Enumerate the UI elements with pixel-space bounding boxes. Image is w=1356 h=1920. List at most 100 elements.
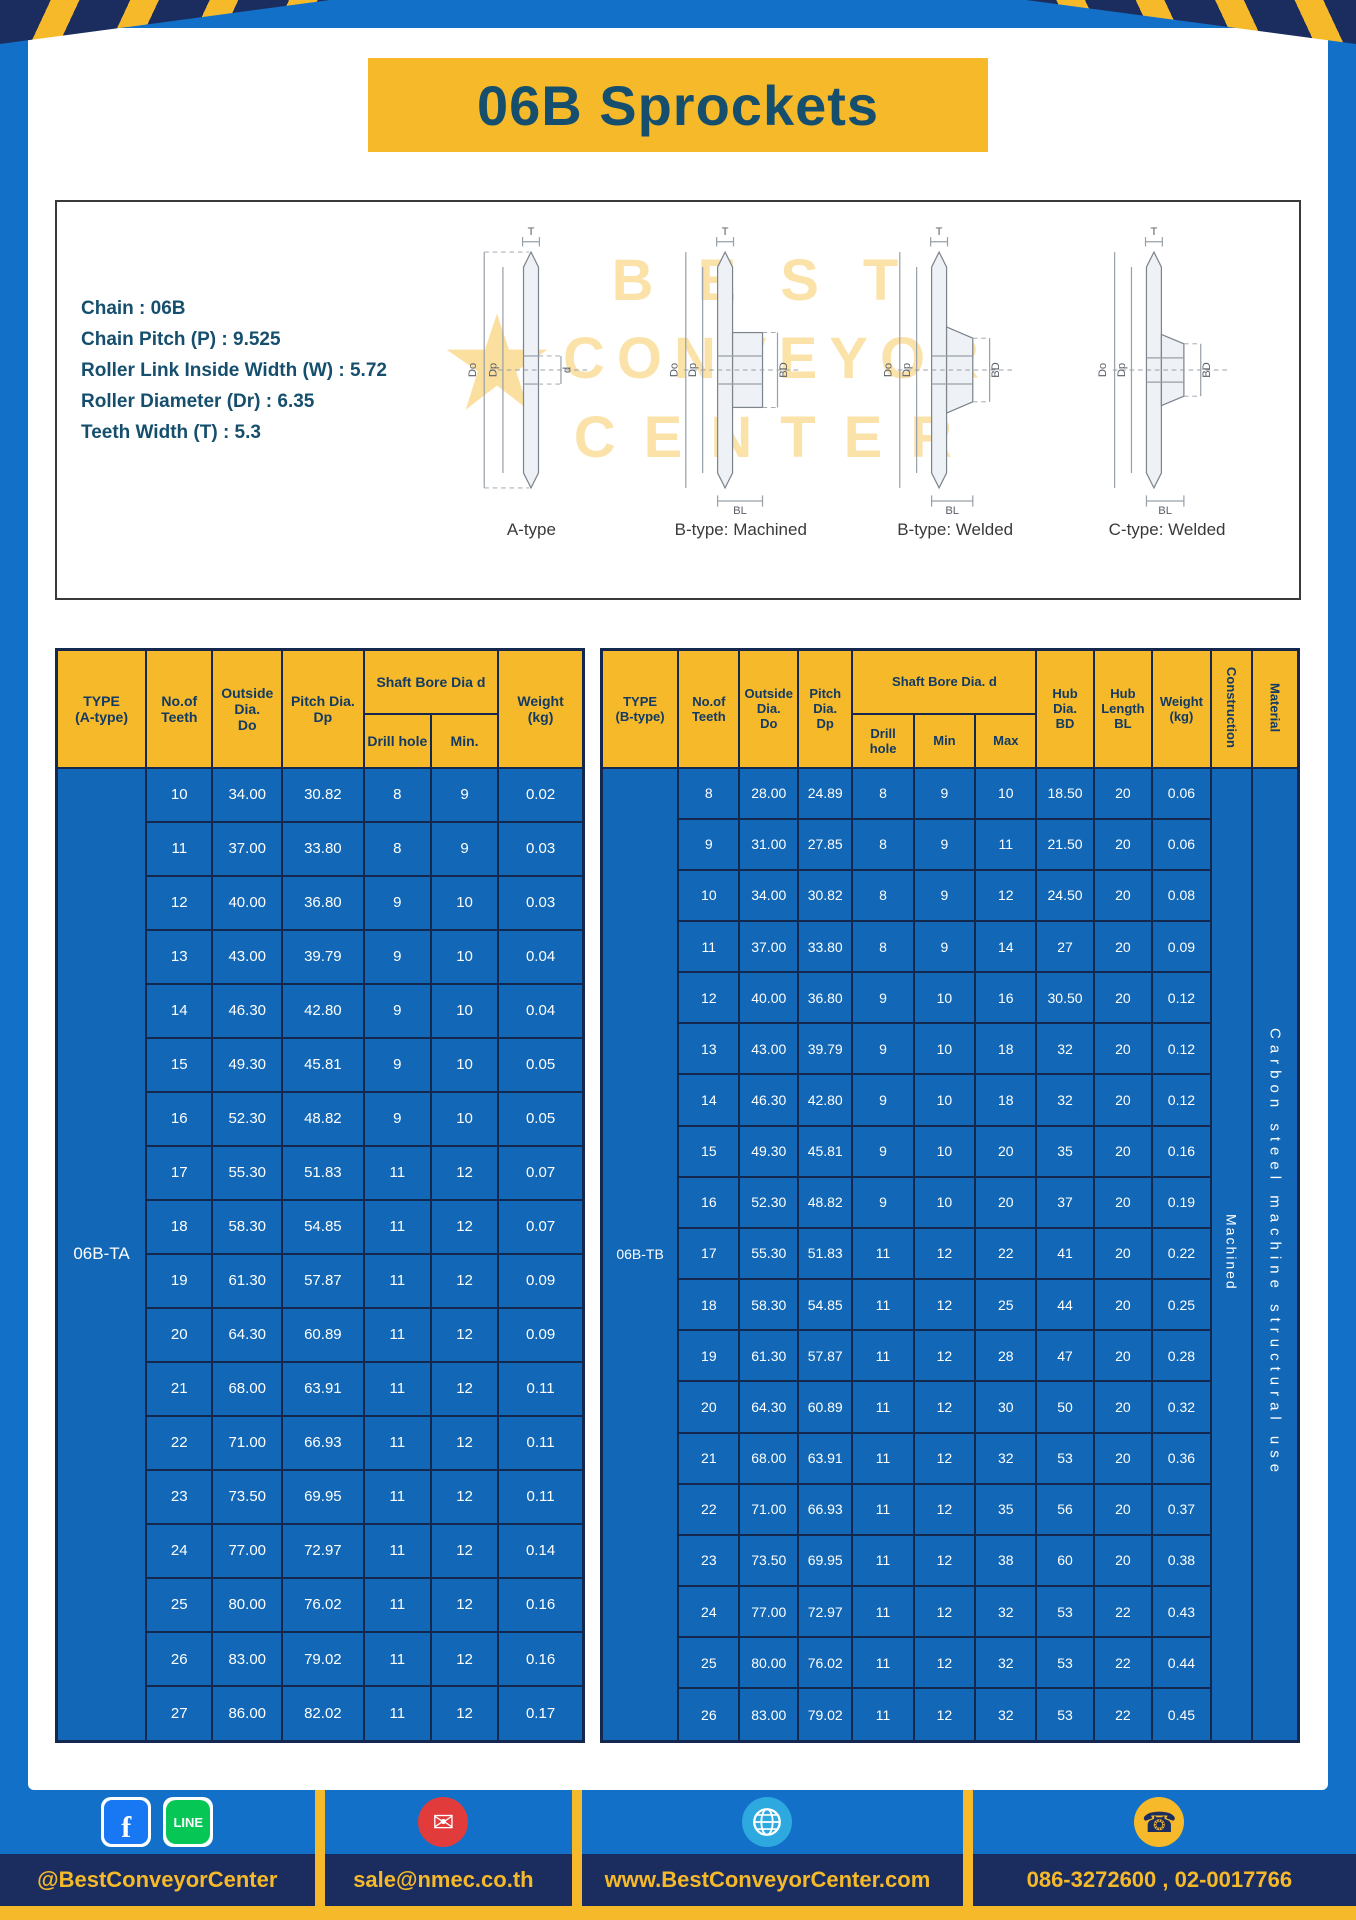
table-cell: 60.89 [281, 1306, 365, 1363]
diagram-label: B-type: Machined [674, 520, 807, 539]
table-row: 21 68.00 63.91 11 12 0.11 [57, 1360, 585, 1417]
footer-phone-text: 086-3272600 , 02-0017766 [1026, 1867, 1293, 1892]
table-cell: 11 [851, 1226, 915, 1281]
table-cell: 0.12 [1151, 1022, 1212, 1076]
table-cell: 63.91 [281, 1360, 365, 1417]
table-cell: 64.30 [211, 1306, 284, 1363]
table-cell: 16 [677, 1175, 741, 1229]
table-cell: 11 [362, 1360, 432, 1417]
table-cell: 37.00 [211, 820, 284, 877]
table-cell: 77.00 [738, 1584, 800, 1639]
table-cell: 44 [1035, 1278, 1095, 1332]
table-cell: 20 [974, 1175, 1038, 1229]
table-cell: 25 [974, 1278, 1038, 1332]
table-cell: 0.12 [1151, 971, 1212, 1025]
table-cell: 30.82 [797, 868, 854, 922]
table-cell: 69.95 [281, 1468, 365, 1525]
table-row: 26 83.00 79.02 11 12 32 53 22 0.45 [602, 1687, 1299, 1743]
table-cell: 10 [429, 982, 500, 1039]
table-cell: 37.00 [738, 919, 800, 974]
table-row: 22 71.00 66.93 11 12 0.11 [57, 1414, 585, 1471]
spec-line: Chain : 06B [81, 298, 186, 319]
table-cell: 39.79 [281, 928, 365, 985]
table-cell: 22 [1092, 1687, 1154, 1743]
table-row: 22 71.00 66.93 11 12 35 56 20 0.37 [602, 1482, 1299, 1536]
table-cell: 77.00 [211, 1522, 284, 1579]
footer-social-icons: f LINE [0, 1790, 315, 1854]
col-min: Min [912, 712, 977, 769]
table-cell: 21 [677, 1431, 741, 1485]
col-pitch-dia: Pitch Dia. Dp [281, 648, 365, 769]
svg-text:Do: Do [668, 363, 680, 377]
table-row: 10 34.00 30.82 8 9 12 24.50 20 0.08 [602, 868, 1299, 922]
table-cell: 8 [851, 817, 915, 871]
footer: f LINE ✉ ☎ [0, 1790, 1356, 1920]
table-cell: 30 [974, 1380, 1038, 1434]
table-cell: 17 [145, 1144, 214, 1201]
table-cell: 51.83 [281, 1144, 365, 1201]
table-cell: 50 [1035, 1380, 1095, 1434]
table-cell: 12 [677, 971, 741, 1025]
table-cell: 9 [362, 1090, 432, 1147]
watermark-line: CONVEYOR [563, 326, 991, 392]
svg-text:Dp: Dp [488, 363, 500, 377]
table-cell: 9 [912, 868, 977, 922]
col-type: TYPE (A-type) [55, 648, 148, 769]
b-type-welded-drawing: T Do Dp BD BL [883, 226, 1017, 516]
table-cell: 9 [362, 928, 432, 985]
spec-panel: BEST CONVEYOR CENTER Chain : 06B Chain P… [55, 200, 1301, 600]
table-cell: 54.85 [797, 1278, 854, 1332]
table-cell: 12 [429, 1306, 500, 1363]
table-cell: 83.00 [738, 1687, 800, 1743]
table-cell: 0.06 [1151, 766, 1212, 820]
table-cell: 11 [677, 919, 741, 974]
table-row: 18 58.30 54.85 11 12 0.07 [57, 1198, 585, 1255]
table-cell: 18 [145, 1198, 214, 1255]
table-cell: 11 [851, 1380, 915, 1434]
footer-separator [572, 1790, 583, 1906]
svg-text:BL: BL [1158, 505, 1172, 516]
table-cell: 0.12 [1151, 1073, 1212, 1127]
svg-text:Do: Do [467, 363, 479, 377]
table-cell: 9 [851, 1073, 915, 1127]
table-cell: 0.04 [497, 928, 585, 985]
table-cell: 11 [362, 1576, 432, 1634]
a-type-drawing: T Do Dp d [467, 226, 588, 490]
table-cell: 10 [974, 766, 1038, 820]
table-cell: 13 [677, 1022, 741, 1076]
table-cell: 0.02 [497, 766, 585, 823]
table-cell: 19 [677, 1329, 741, 1383]
table-cell: 32 [974, 1431, 1038, 1485]
table-cell: 32 [974, 1584, 1038, 1639]
table-cell: 18 [974, 1022, 1038, 1076]
col-max: Max [974, 712, 1038, 769]
table-cell: 20 [1092, 868, 1154, 922]
table-cell: 9 [429, 766, 500, 823]
table-cell: 12 [429, 1685, 500, 1743]
table-cell: 16 [145, 1090, 214, 1147]
table-cell: 20 [1092, 1380, 1154, 1434]
title-banner: 06B Sprockets [368, 58, 988, 152]
line-icon: LINE [163, 1797, 214, 1847]
table-cell: 12 [145, 874, 214, 931]
footer-phone-section: ☎ [963, 1790, 1356, 1854]
table-cell: 11 [362, 1198, 432, 1255]
table-cell: 36.80 [797, 971, 854, 1025]
table-cell: 80.00 [211, 1576, 284, 1634]
table-cell: 20 [1092, 766, 1154, 820]
table-cell: 25 [145, 1576, 214, 1634]
col-drill-hole: Drill hole [851, 712, 915, 769]
table-cell: 0.19 [1151, 1175, 1212, 1229]
table-cell: 0.16 [497, 1576, 585, 1634]
table-cell: 20 [1092, 1226, 1154, 1281]
table-cell: 11 [851, 1636, 915, 1690]
svg-text:T: T [936, 226, 943, 238]
footer-separator [314, 1790, 325, 1906]
table-cell: 43.00 [211, 928, 284, 985]
table-row: 14 46.30 42.80 9 10 0.04 [57, 982, 585, 1039]
col-weight: Weight (kg) [497, 648, 585, 769]
table-row: 24 77.00 72.97 11 12 0.14 [57, 1522, 585, 1579]
type-cell: 06B-TA [55, 766, 148, 1743]
table-row: 16 52.30 48.82 9 10 0.05 [57, 1090, 585, 1147]
